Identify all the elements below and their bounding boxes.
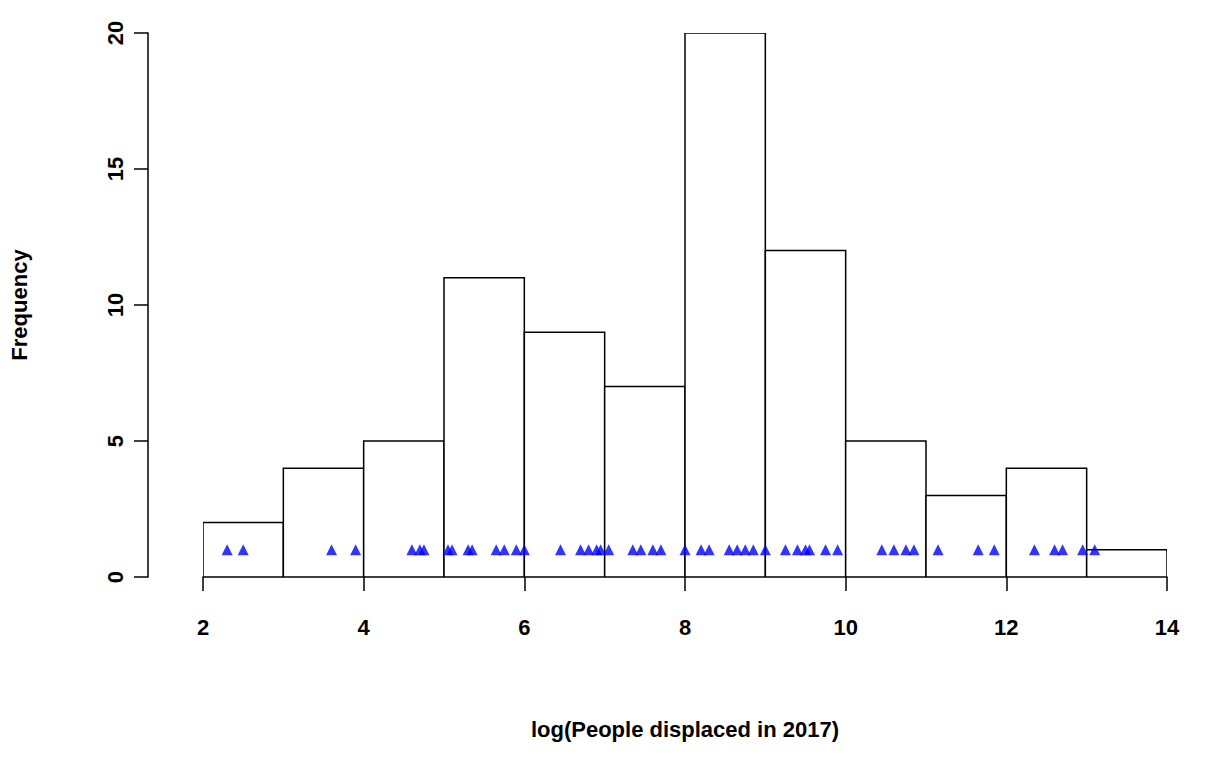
svg-text:15: 15 xyxy=(103,157,128,181)
svg-text:2: 2 xyxy=(197,615,209,640)
svg-text:8: 8 xyxy=(679,615,691,640)
svg-text:0: 0 xyxy=(103,571,128,583)
svg-text:4: 4 xyxy=(358,615,371,640)
svg-text:5: 5 xyxy=(103,435,128,447)
svg-text:10: 10 xyxy=(103,293,128,317)
svg-text:12: 12 xyxy=(994,615,1018,640)
svg-text:6: 6 xyxy=(518,615,530,640)
svg-text:10: 10 xyxy=(833,615,857,640)
svg-text:20: 20 xyxy=(103,21,128,45)
svg-text:Frequency: Frequency xyxy=(7,249,32,361)
svg-text:log(People displaced in 2017): log(People displaced in 2017) xyxy=(531,717,839,742)
svg-text:14: 14 xyxy=(1155,615,1180,640)
